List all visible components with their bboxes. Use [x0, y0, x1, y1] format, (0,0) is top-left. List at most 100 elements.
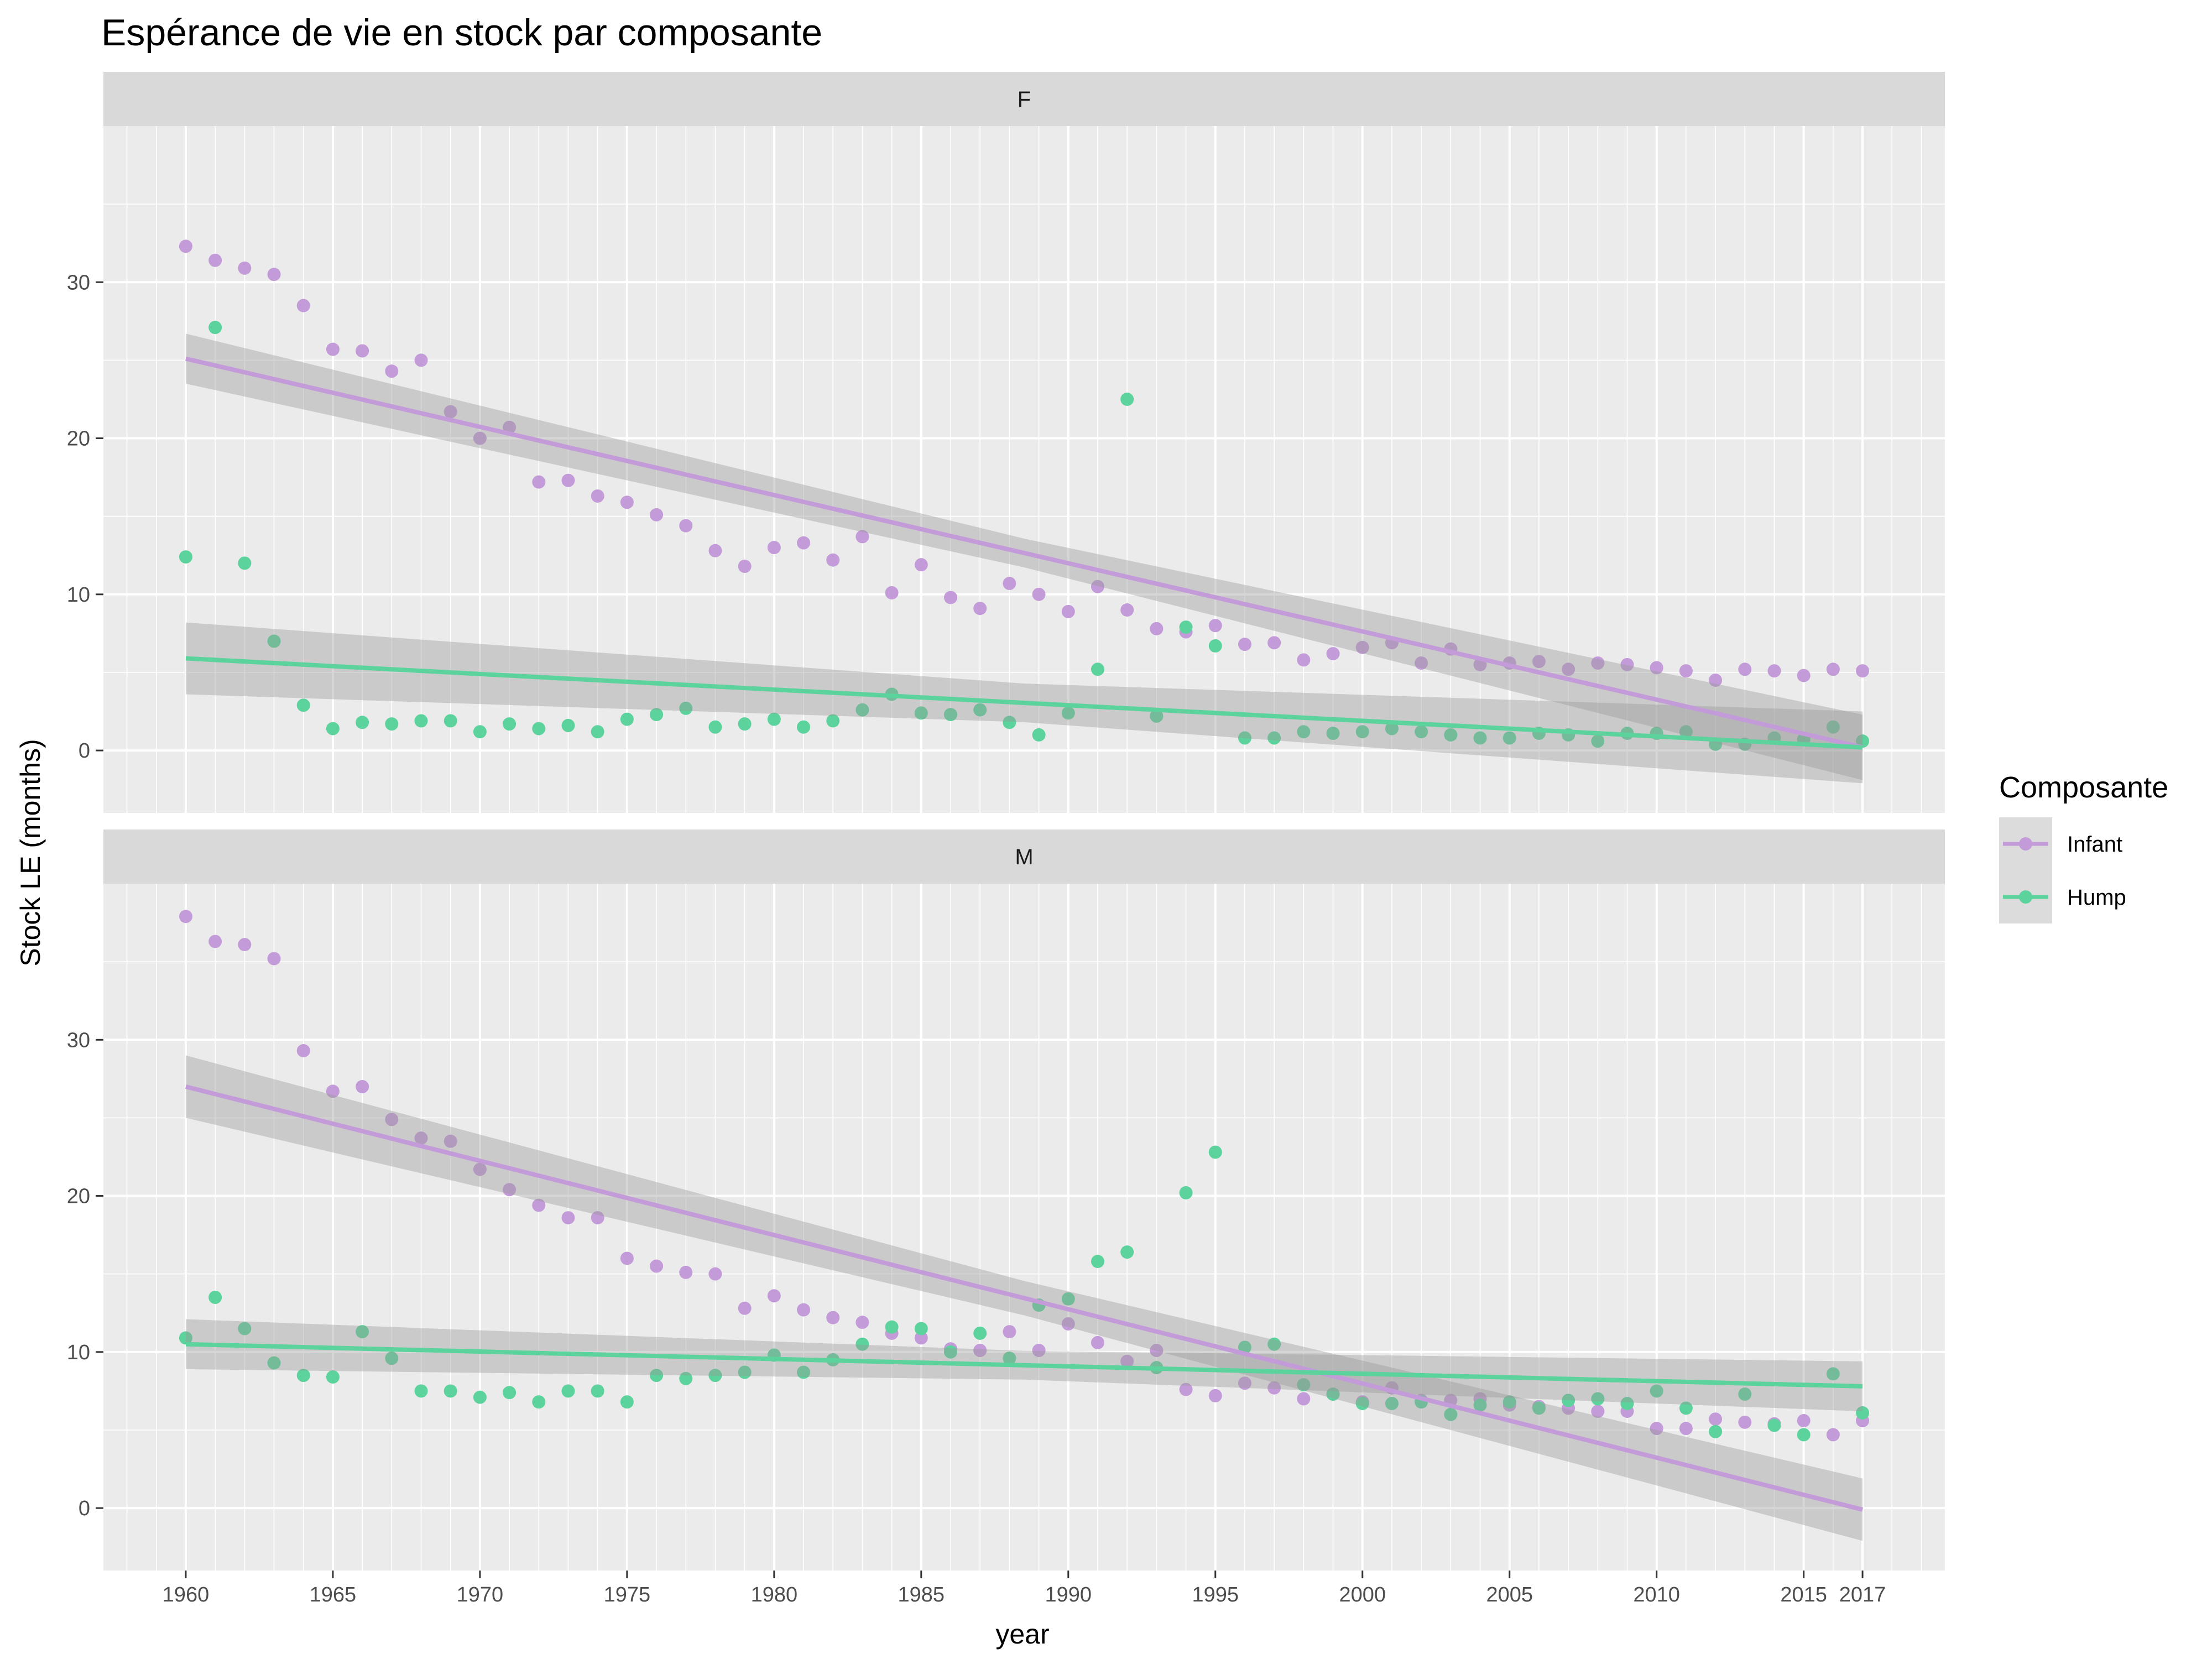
- data-point-infant: [444, 1134, 457, 1148]
- data-point-infant: [708, 1267, 722, 1281]
- data-point-hump: [679, 701, 693, 715]
- data-point-infant: [1738, 662, 1752, 676]
- data-point-hump: [973, 1326, 987, 1340]
- x-axis-title: year: [995, 1619, 1049, 1650]
- data-point-infant: [1797, 669, 1811, 682]
- data-point-infant: [385, 364, 399, 378]
- data-point-infant: [1032, 1343, 1046, 1357]
- data-point-hump: [1650, 1384, 1663, 1398]
- data-point-hump: [591, 725, 604, 739]
- data-point-hump: [738, 1365, 752, 1379]
- data-point-hump: [1267, 731, 1281, 745]
- x-tick-label: 1960: [163, 1583, 210, 1606]
- data-point-infant: [1738, 1415, 1752, 1429]
- data-point-infant: [1679, 664, 1693, 678]
- data-point-infant: [473, 431, 487, 445]
- data-point-hump: [1473, 1398, 1487, 1412]
- data-point-hump: [356, 716, 369, 729]
- data-point-hump: [1179, 620, 1193, 634]
- data-point-hump: [1208, 1145, 1222, 1159]
- x-tick-label: 2005: [1486, 1583, 1533, 1606]
- data-point-hump: [179, 1331, 192, 1345]
- x-tick-label: 1980: [751, 1583, 798, 1606]
- data-point-hump: [1856, 1406, 1870, 1420]
- data-point-hump: [1444, 1407, 1458, 1421]
- data-point-infant: [238, 261, 252, 275]
- legend-item-hump: Hump: [1999, 870, 2126, 924]
- confidence-band-infant: [185, 333, 1863, 780]
- data-point-hump: [797, 720, 811, 734]
- x-tick-label: 2017: [1839, 1583, 1886, 1606]
- data-point-hump: [620, 712, 634, 726]
- data-point-hump: [708, 1369, 722, 1383]
- x-tick-label: 1985: [898, 1583, 945, 1606]
- x-tick-label: 2010: [1633, 1583, 1680, 1606]
- data-point-infant: [591, 489, 604, 503]
- data-point-hump: [826, 714, 840, 728]
- data-point-hump: [238, 556, 252, 570]
- data-point-hump: [1620, 1396, 1634, 1410]
- legend-items: Infant Hump: [1999, 817, 2126, 924]
- trend-line-hump: [185, 1342, 1863, 1389]
- legend-title: Composante: [1999, 771, 2168, 804]
- data-point-infant: [208, 935, 222, 948]
- legend-key-point: [2019, 837, 2032, 851]
- panel-content: [179, 239, 1870, 784]
- data-point-infant: [885, 586, 899, 599]
- data-point-infant: [620, 495, 634, 509]
- data-point-hump: [414, 1384, 428, 1398]
- y-tick-label: 10: [67, 583, 90, 607]
- data-point-hump: [1444, 728, 1458, 742]
- data-point-infant: [1238, 1376, 1251, 1390]
- data-point-hump: [944, 1345, 958, 1359]
- data-point-infant: [914, 558, 928, 572]
- data-point-hump: [1326, 727, 1340, 740]
- data-point-hump: [532, 722, 546, 735]
- x-tick-label: 1970: [457, 1583, 504, 1606]
- data-point-hump: [1767, 1418, 1781, 1432]
- data-point-hump: [1679, 725, 1693, 739]
- data-point-infant: [1120, 1354, 1134, 1368]
- data-point-infant: [267, 952, 281, 966]
- data-point-infant: [1267, 636, 1281, 650]
- data-point-infant: [356, 344, 369, 358]
- data-point-hump: [1355, 725, 1369, 739]
- data-point-infant: [1415, 656, 1428, 670]
- data-point-infant: [1150, 1343, 1164, 1357]
- data-point-hump: [1591, 734, 1605, 748]
- data-point-hump: [444, 1384, 457, 1398]
- y-tick-label: 0: [79, 739, 90, 763]
- data-point-hump: [1179, 1186, 1193, 1199]
- data-point-hump: [1091, 662, 1104, 676]
- data-point-hump: [208, 321, 222, 335]
- data-point-infant: [1208, 619, 1222, 633]
- data-point-hump: [1473, 731, 1487, 745]
- y-tick-label: 0: [79, 1497, 90, 1520]
- data-point-infant: [532, 475, 546, 489]
- data-point-hump: [650, 1369, 664, 1383]
- legend: Composante Infant Hump: [1999, 771, 2168, 924]
- x-tick-label: 1990: [1045, 1583, 1092, 1606]
- data-point-hump: [591, 1384, 604, 1398]
- data-point-hump: [1061, 1292, 1075, 1306]
- data-point-infant: [296, 299, 310, 312]
- data-point-hump: [1297, 1378, 1311, 1392]
- data-point-hump: [1532, 1401, 1546, 1415]
- data-point-infant: [973, 602, 987, 615]
- legend-item-infant: Infant: [1999, 817, 2122, 870]
- data-point-hump: [679, 1371, 693, 1385]
- panel-content: [179, 910, 1870, 1541]
- facet-panels: F 0 10 20 30 M 0 10 20 30: [67, 72, 1945, 1571]
- data-point-infant: [1562, 662, 1575, 676]
- data-point-hump: [738, 717, 752, 731]
- data-point-infant: [208, 253, 222, 267]
- data-point-infant: [1061, 604, 1075, 618]
- y-tick-label: 10: [67, 1341, 90, 1364]
- data-point-hump: [944, 708, 958, 722]
- data-point-hump: [1267, 1337, 1281, 1351]
- data-point-infant: [944, 591, 958, 604]
- data-point-hump: [1091, 1255, 1104, 1269]
- data-point-infant: [1797, 1414, 1811, 1428]
- data-point-infant: [414, 1131, 428, 1145]
